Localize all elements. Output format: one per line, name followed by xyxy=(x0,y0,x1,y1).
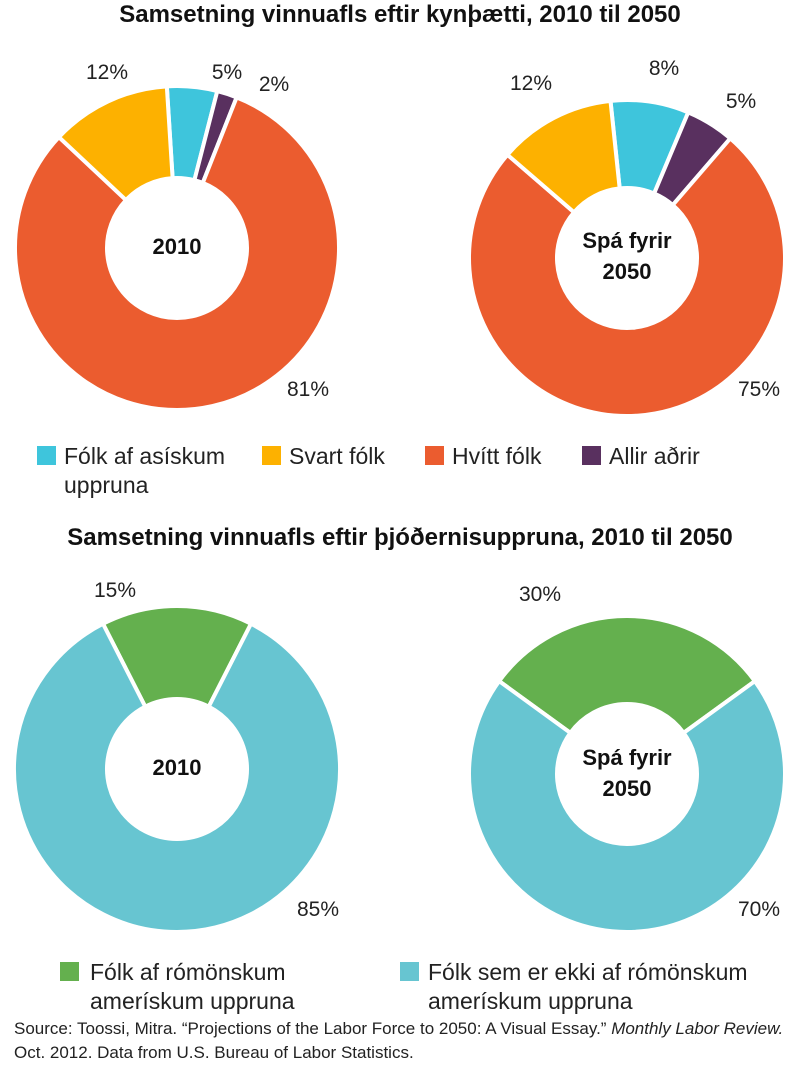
race-chart-title: Samsetning vinnuafls eftir kynþætti, 201… xyxy=(119,1,681,28)
slice-hvitt-folk xyxy=(467,135,787,418)
center-label: 2050 xyxy=(603,776,652,801)
legend-item-hvitt-folk: Hvítt fólk xyxy=(425,443,542,469)
data-label-allir-a-rir: 2% xyxy=(259,73,289,96)
legend-label: Hvítt fólk xyxy=(452,443,542,469)
legend-label: amerískum uppruna xyxy=(428,988,633,1014)
source-prefix: Source: Toossi, Mitra. “Projections of t… xyxy=(14,1019,612,1038)
charts-canvas: Samsetning vinnuafls eftir kynþætti, 201… xyxy=(12,1,787,1014)
legend-label: Fólk af asískum xyxy=(64,443,225,469)
legend-swatch xyxy=(582,446,601,465)
legend-item-svart-folk: Svart fólk xyxy=(262,443,385,469)
legend-label: Allir aðrir xyxy=(609,443,700,469)
legend-label: uppruna xyxy=(64,472,149,498)
legend-swatch xyxy=(37,446,56,465)
slice-svart-folk xyxy=(504,98,622,216)
slice-folk-sem-er-ekki-af-romonskum-ameriskum-uppruna xyxy=(12,621,342,934)
slice-hvitt-folk xyxy=(13,94,341,412)
center-label: 2010 xyxy=(153,755,202,780)
donut-charts: 5% 2% 81% 12% 2010 8% 5% 75% 12% Spá fyrir 2050 15%… xyxy=(12,57,787,934)
slice-folk-af-romonskum-ameriskum-uppruna xyxy=(100,604,254,710)
legend-swatch xyxy=(262,446,281,465)
data-label-hvitt-folk: 81% xyxy=(287,378,329,401)
legend-swatch xyxy=(60,962,79,981)
legend-label: amerískum uppruna xyxy=(90,988,295,1014)
source-note: Source: Toossi, Mitra. “Projections of t… xyxy=(14,1017,794,1065)
data-label-allir-a-rir: 5% xyxy=(726,90,756,113)
legend-label: Svart fólk xyxy=(289,443,385,469)
slice-folk-af-romonskum-ameriskum-uppruna xyxy=(496,614,758,736)
source-suffix: Oct. 2012. Data from U.S. Bureau of Labo… xyxy=(14,1043,414,1062)
donut-chart-4: 30% 70% Spá fyrir 2050 xyxy=(467,583,787,934)
data-label-svart-folk: 12% xyxy=(510,72,552,95)
legend-item-folk-af-romonskum-ameriskum-uppruna: Fólk af rómönskum amerískum uppruna xyxy=(60,959,295,1014)
legend-swatch xyxy=(400,962,419,981)
legend-item-folk-af-asiskum-uppruna: Fólk af asískum uppruna xyxy=(37,443,225,498)
legend-item-folk-sem-er-ekki-af-romonskum-ameriskum-uppruna: Fólk sem er ekki af rómönskum amerískum u… xyxy=(400,959,748,1014)
data-label-folk-af-asiskum-uppruna: 5% xyxy=(212,61,242,84)
source-journal: Monthly Labor Review. xyxy=(611,1019,784,1038)
data-label-folk-sem-er-ekki-af-romonskum-ameriskum-uppruna: 70% xyxy=(738,898,780,921)
donut-chart-1: 5% 2% 81% 12% 2010 xyxy=(13,61,341,412)
donut-chart-3: 15% 85% 2010 xyxy=(12,579,342,934)
legend-item-allir-a-rir: Allir aðrir xyxy=(582,443,700,469)
data-label-folk-af-romonskum-ameriskum-uppruna: 30% xyxy=(519,583,561,606)
legends: Fólk af asískum uppruna Svart fólk Hvítt fó… xyxy=(37,443,748,1014)
center-label: Spá fyrir xyxy=(582,745,672,770)
legend-swatch xyxy=(425,446,444,465)
data-label-folk-af-asiskum-uppruna: 8% xyxy=(649,57,679,80)
ethnicity-chart-title: Samsetning vinnuafls eftir þjóðernisuppr… xyxy=(67,524,733,551)
data-label-svart-folk: 12% xyxy=(86,61,128,84)
center-label: 2050 xyxy=(603,259,652,284)
center-label: 2010 xyxy=(153,234,202,259)
legend-race: Fólk af asískum uppruna Svart fólk Hvítt fó… xyxy=(37,443,700,498)
slice-folk-sem-er-ekki-af-romonskum-ameriskum-uppruna xyxy=(467,678,787,934)
donut-chart-2: 8% 5% 75% 12% Spá fyrir 2050 xyxy=(467,57,787,418)
slice-svart-folk xyxy=(56,84,175,203)
legend-label: Fólk af rómönskum xyxy=(90,959,286,985)
data-label-folk-sem-er-ekki-af-romonskum-ameriskum-uppruna: 85% xyxy=(297,898,339,921)
legend-label: Fólk sem er ekki af rómönskum xyxy=(428,959,748,985)
data-label-folk-af-romonskum-ameriskum-uppruna: 15% xyxy=(94,579,136,602)
center-label: Spá fyrir xyxy=(582,228,672,253)
data-label-hvitt-folk: 75% xyxy=(738,378,780,401)
